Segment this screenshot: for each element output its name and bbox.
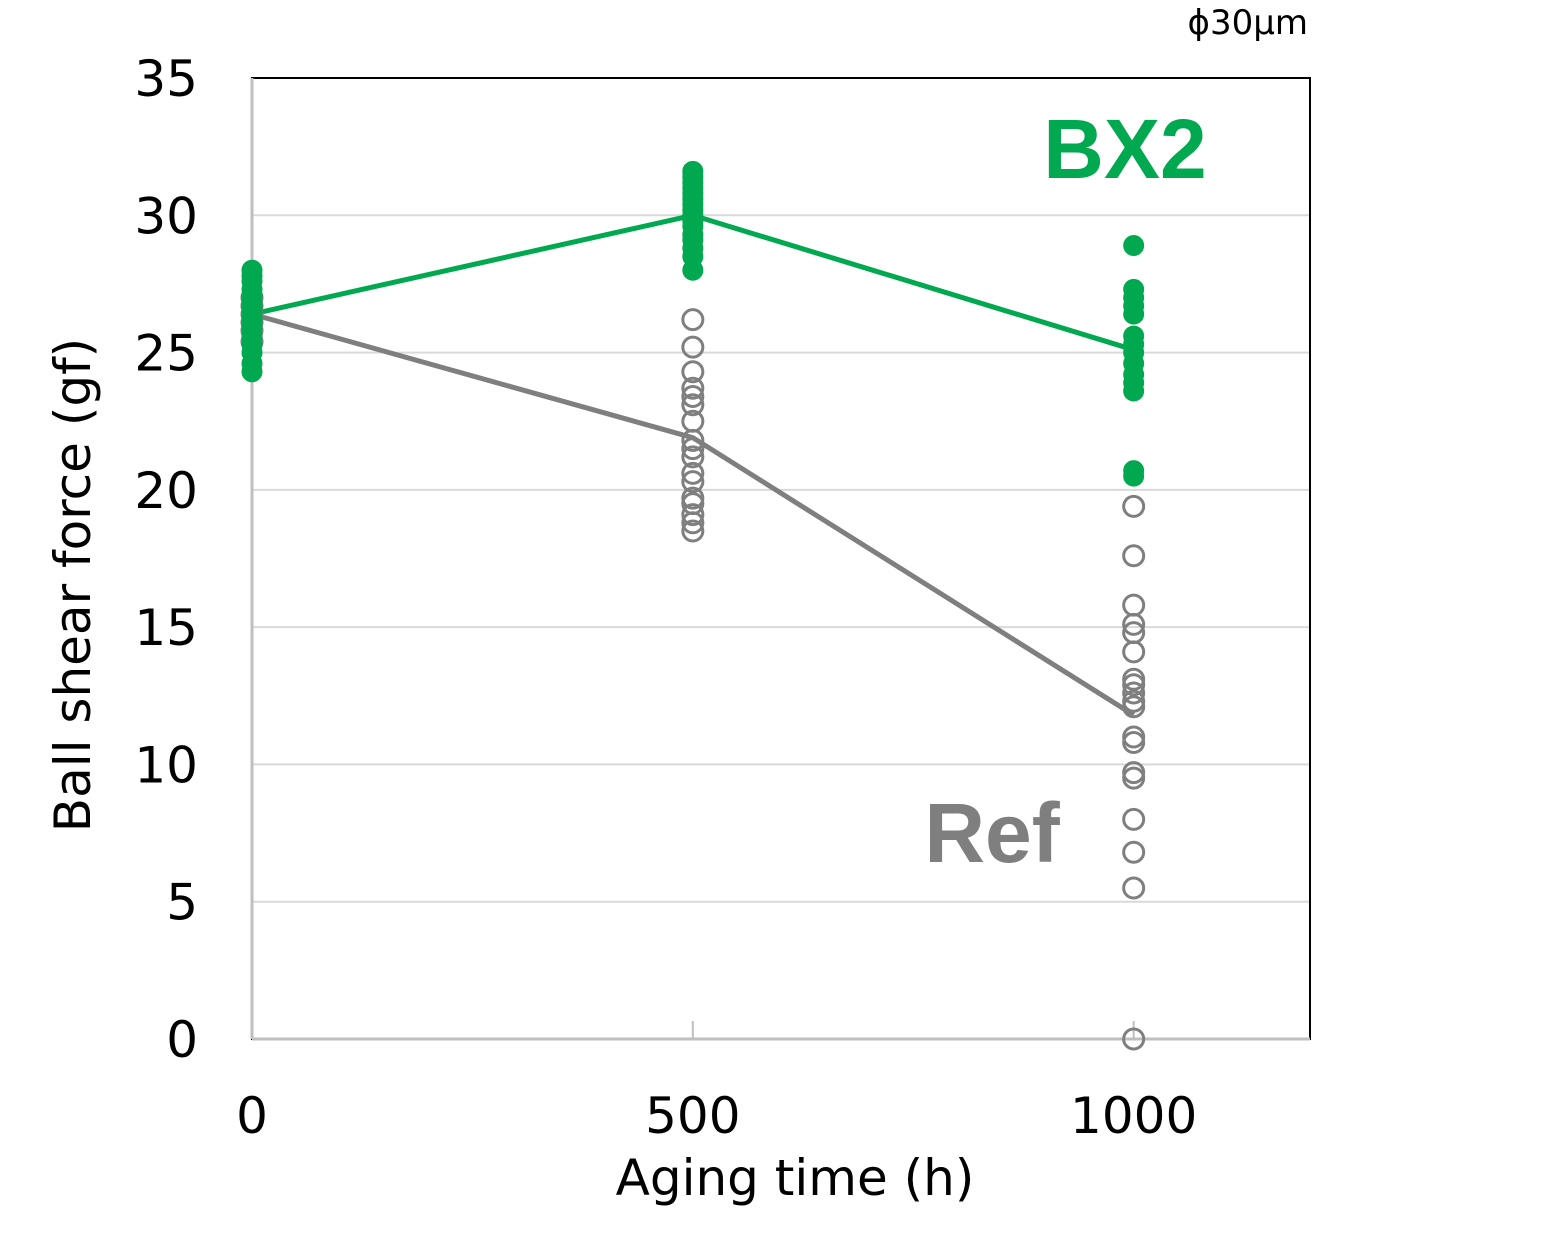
data-point-ref (1122, 681, 1146, 705)
data-point-ref (681, 461, 705, 485)
data-point-ref (681, 376, 705, 400)
data-point-ref (1122, 544, 1146, 568)
data-point-bx2 (682, 160, 704, 182)
y-tick-label: 10 (134, 736, 198, 794)
y-tick-label: 0 (166, 1011, 198, 1069)
tick-labels: 0 5 10 15 20 25 30 35 0 500 1000 (134, 50, 1197, 1145)
data-point-ref (1122, 840, 1146, 864)
data-point-ref (681, 428, 705, 452)
y-tick-label: 35 (134, 50, 198, 108)
x-tick-label: 500 (645, 1087, 740, 1145)
series-label-bx2: BX2 (1043, 102, 1206, 196)
data-point-ref (1122, 593, 1146, 617)
y-tick-label: 15 (134, 599, 198, 657)
data-point-ref (1122, 725, 1146, 749)
plot-area-frame (251, 77, 1311, 1040)
x-axis-title: Aging time (h) (616, 1149, 975, 1207)
gridlines (252, 214, 1310, 903)
data-point-bx2 (1123, 234, 1145, 256)
data-point-ref (681, 486, 705, 510)
data-point-bx2 (1123, 278, 1145, 300)
y-tick-label: 5 (166, 874, 198, 932)
data-point-ref (1122, 876, 1146, 900)
data-point-ref (1122, 612, 1146, 636)
data-point-ref (681, 470, 705, 494)
data-point-ref (1122, 621, 1146, 645)
data-point-ref (1122, 807, 1146, 831)
data-points (240, 160, 1146, 1051)
sample-size-note: ϕ30μm (1188, 3, 1308, 43)
data-point-ref (681, 437, 705, 461)
data-point-ref (681, 519, 705, 543)
data-point-ref (1122, 689, 1146, 713)
data-point-ref (681, 445, 705, 469)
data-point-ref (681, 385, 705, 409)
y-tick-label: 30 (134, 187, 198, 245)
data-point-ref (1122, 667, 1146, 691)
axis-lines (250, 78, 1310, 1041)
y-axis-title: Ball shear force (gf) (44, 338, 102, 832)
y-tick-label: 20 (134, 462, 198, 520)
data-point-ref (681, 409, 705, 433)
data-point-ref (681, 393, 705, 417)
data-point-ref (1122, 761, 1146, 785)
x-tick-label: 0 (236, 1087, 268, 1145)
data-point-ref (681, 335, 705, 359)
data-point-ref (681, 308, 705, 332)
data-point-ref (1122, 494, 1146, 518)
data-point-ref (681, 360, 705, 384)
data-point-bx2 (1123, 460, 1145, 482)
data-point-bx2 (241, 259, 263, 281)
series-label-ref: Ref (924, 786, 1060, 880)
x-tick-label: 1000 (1070, 1087, 1197, 1145)
data-point-ref (681, 503, 705, 527)
y-tick-label: 25 (134, 325, 198, 383)
data-point-ref (1122, 1027, 1146, 1051)
data-point-bx2 (1123, 325, 1145, 347)
data-point-ref (1122, 640, 1146, 664)
